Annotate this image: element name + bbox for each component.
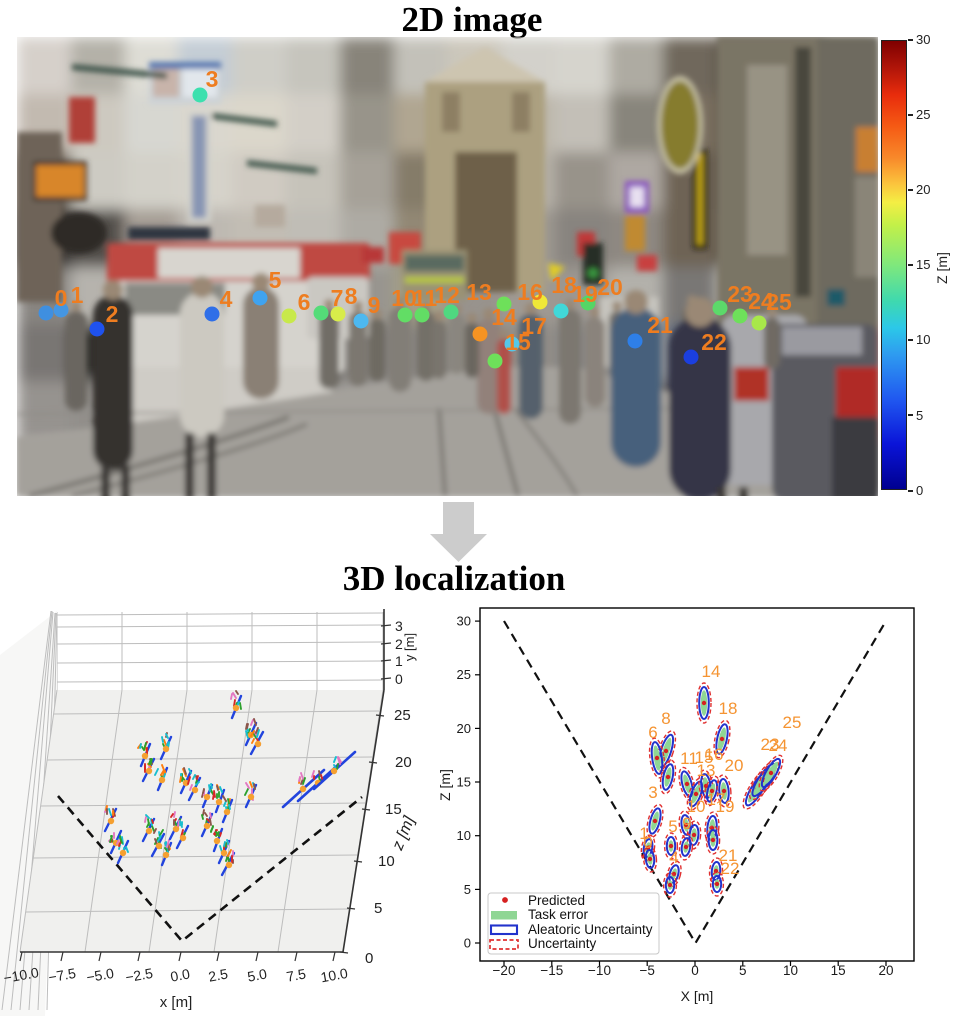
svg-text:13: 13: [697, 761, 716, 780]
svg-text:25: 25: [457, 667, 471, 682]
svg-text:Task error: Task error: [528, 907, 589, 922]
svg-text:5: 5: [668, 817, 677, 836]
svg-text:−2.5: −2.5: [124, 965, 154, 986]
svg-text:24: 24: [748, 288, 774, 314]
svg-text:7.5: 7.5: [285, 965, 307, 984]
svg-text:13: 13: [466, 279, 492, 305]
svg-text:21: 21: [719, 846, 738, 865]
svg-text:20: 20: [878, 963, 893, 978]
svg-text:8: 8: [661, 709, 670, 728]
svg-text:5: 5: [269, 267, 282, 293]
svg-text:6: 6: [648, 723, 657, 742]
svg-text:10: 10: [687, 797, 706, 816]
svg-text:1: 1: [71, 282, 84, 308]
svg-text:11: 11: [680, 749, 698, 768]
svg-text:17: 17: [521, 313, 547, 339]
svg-text:14: 14: [702, 662, 721, 681]
svg-text:5: 5: [464, 882, 471, 897]
svg-text:6: 6: [298, 289, 311, 315]
svg-text:24: 24: [769, 736, 788, 755]
svg-text:22: 22: [721, 859, 740, 878]
svg-text:5.0: 5.0: [246, 965, 268, 984]
svg-text:x [m]: x [m]: [160, 994, 193, 1011]
svg-text:0: 0: [395, 671, 403, 687]
svg-text:−20: −20: [493, 963, 516, 978]
svg-text:2.5: 2.5: [207, 965, 229, 984]
svg-text:3: 3: [206, 66, 219, 92]
svg-text:4: 4: [669, 848, 678, 867]
svg-text:15: 15: [385, 801, 402, 818]
svg-text:Aleatoric Uncertainty: Aleatoric Uncertainty: [528, 922, 653, 937]
svg-text:23: 23: [761, 735, 780, 754]
svg-text:−10.0: −10.0: [2, 964, 40, 986]
svg-text:9: 9: [368, 292, 381, 318]
svg-text:11: 11: [413, 285, 438, 311]
svg-text:19: 19: [716, 797, 735, 816]
svg-text:25: 25: [766, 289, 792, 315]
svg-text:0.0: 0.0: [169, 965, 191, 984]
svg-text:20: 20: [597, 274, 623, 300]
svg-text:Z [m]: Z [m]: [440, 769, 453, 801]
svg-text:15: 15: [505, 329, 531, 355]
svg-text:y [m]: y [m]: [402, 633, 417, 661]
svg-text:10.0: 10.0: [319, 965, 349, 986]
svg-text:−5: −5: [639, 963, 654, 978]
svg-text:8: 8: [345, 283, 358, 309]
svg-text:1: 1: [395, 653, 403, 669]
svg-text:0: 0: [365, 950, 373, 967]
svg-text:25: 25: [394, 707, 411, 724]
svg-text:19: 19: [572, 281, 598, 307]
svg-text:1: 1: [639, 824, 648, 843]
svg-text:5: 5: [374, 900, 382, 917]
svg-text:7: 7: [331, 285, 344, 311]
svg-text:0: 0: [464, 936, 471, 951]
svg-text:16: 16: [517, 279, 543, 305]
svg-text:−5.0: −5.0: [85, 965, 115, 986]
svg-text:20: 20: [457, 721, 471, 736]
svg-text:22: 22: [701, 329, 727, 355]
svg-text:Predicted: Predicted: [528, 893, 585, 908]
svg-text:3: 3: [648, 783, 657, 802]
svg-text:0: 0: [643, 833, 652, 852]
svg-text:16: 16: [705, 745, 724, 764]
svg-text:9: 9: [682, 814, 691, 833]
svg-text:18: 18: [551, 272, 577, 298]
svg-text:30: 30: [457, 614, 471, 629]
svg-text:0: 0: [691, 963, 699, 978]
svg-text:0: 0: [55, 285, 68, 311]
svg-text:15: 15: [695, 748, 714, 767]
svg-text:20: 20: [395, 754, 412, 771]
svg-text:18: 18: [719, 699, 738, 718]
svg-text:10: 10: [457, 828, 471, 843]
svg-text:21: 21: [647, 312, 673, 338]
svg-text:2: 2: [106, 301, 119, 327]
svg-text:5: 5: [739, 963, 747, 978]
svg-text:10: 10: [783, 963, 798, 978]
svg-text:17: 17: [707, 790, 726, 809]
svg-text:2: 2: [395, 636, 403, 652]
svg-text:12: 12: [434, 282, 460, 308]
svg-text:23: 23: [727, 281, 753, 307]
svg-text:10: 10: [391, 285, 417, 311]
svg-text:−15: −15: [540, 963, 563, 978]
svg-text:3: 3: [395, 618, 403, 634]
svg-text:14: 14: [491, 304, 517, 330]
svg-text:10: 10: [378, 853, 395, 870]
svg-text:−7.5: −7.5: [47, 965, 77, 986]
svg-text:z [m]: z [m]: [389, 814, 418, 854]
svg-text:−10: −10: [588, 963, 611, 978]
svg-text:15: 15: [457, 775, 471, 790]
svg-text:Uncertainty: Uncertainty: [528, 936, 597, 951]
svg-text:4: 4: [220, 286, 233, 312]
svg-text:20: 20: [725, 756, 744, 775]
svg-text:25: 25: [783, 713, 802, 732]
svg-text:X [m]: X [m]: [681, 988, 714, 1004]
svg-text:15: 15: [831, 963, 846, 978]
